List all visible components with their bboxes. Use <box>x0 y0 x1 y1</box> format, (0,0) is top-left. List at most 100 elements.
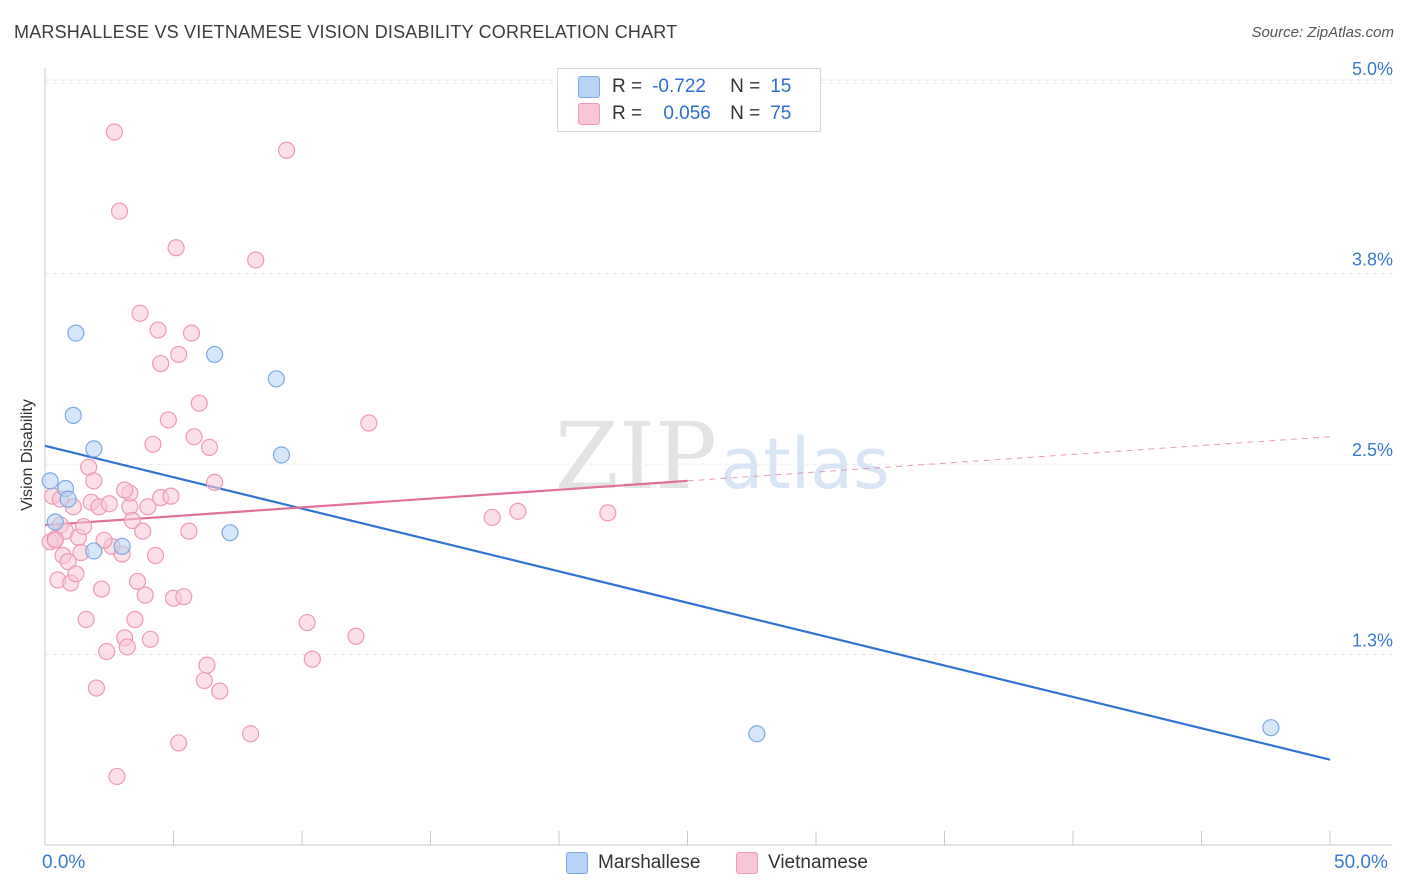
point-vietnamese <box>162 487 180 505</box>
point-vietnamese <box>149 321 167 339</box>
point-marshallese <box>41 472 59 490</box>
point-vietnamese <box>206 473 224 491</box>
marshallese-swatch <box>566 852 588 874</box>
point-vietnamese <box>200 438 219 456</box>
vietnamese-swatch <box>736 852 758 874</box>
point-marshallese <box>1262 719 1280 737</box>
point-marshallese <box>85 542 103 560</box>
chart-title: MARSHALLESE VS VIETNAMESE VISION DISABIL… <box>14 22 678 42</box>
point-vietnamese <box>298 613 316 632</box>
point-vietnamese <box>152 354 170 373</box>
point-vietnamese <box>277 141 296 159</box>
point-vietnamese <box>95 531 113 549</box>
y-tick-label: 2.5% <box>1352 440 1393 460</box>
point-vietnamese <box>167 239 185 257</box>
data-points <box>41 123 1280 786</box>
point-marshallese <box>67 324 85 342</box>
point-marshallese <box>221 524 239 542</box>
point-vietnamese <box>599 504 617 522</box>
legend-n-value: 15 <box>770 76 792 97</box>
legend-item-vietnamese[interactable]: Vietnamese <box>736 852 868 874</box>
point-vietnamese <box>116 481 134 499</box>
legend-item-marshallese[interactable]: Marshallese <box>566 852 700 874</box>
point-vietnamese <box>170 345 188 364</box>
point-vietnamese <box>242 725 260 743</box>
point-vietnamese <box>347 627 365 645</box>
trendlines <box>44 436 1331 761</box>
y-tick-label: 1.3% <box>1352 631 1393 651</box>
point-vietnamese <box>136 586 154 604</box>
point-marshallese <box>59 490 77 508</box>
point-vietnamese <box>77 610 95 629</box>
point-vietnamese <box>98 642 116 661</box>
point-vietnamese <box>182 324 201 342</box>
watermark: ZIP atlas <box>555 403 890 510</box>
point-vietnamese <box>46 531 64 549</box>
point-vietnamese <box>185 428 203 446</box>
point-vietnamese <box>139 498 157 516</box>
point-vietnamese <box>175 588 193 606</box>
legend-r-label: R = <box>612 76 643 97</box>
point-vietnamese <box>247 251 265 269</box>
point-vietnamese <box>144 435 162 453</box>
source-label: Source: ZipAtlas.com <box>1251 24 1394 41</box>
gridlines <box>45 79 1392 656</box>
point-vietnamese <box>198 656 216 674</box>
point-marshallese <box>85 440 103 458</box>
point-vietnamese <box>180 522 198 540</box>
point-vietnamese <box>134 522 152 540</box>
point-vietnamese <box>118 638 136 656</box>
watermark-zip: ZIP <box>555 403 717 510</box>
point-vietnamese <box>85 472 103 490</box>
trendline-vietnamese <box>44 479 688 527</box>
point-vietnamese <box>100 495 118 513</box>
legend-row-marshallese: R = -0.722 N = 15 <box>578 74 792 100</box>
point-vietnamese <box>509 502 527 520</box>
x-axis-max-label: 50.0% <box>1334 852 1388 873</box>
legend-n-label: N = <box>730 103 761 124</box>
point-vietnamese <box>123 511 141 530</box>
point-marshallese <box>206 345 224 364</box>
point-vietnamese <box>146 546 165 565</box>
y-tick-labels: 1.3% 2.5% 3.8% 5.0% <box>1352 59 1393 650</box>
legend-r-value: 0.056 <box>663 103 711 124</box>
legend-n-label: N = <box>730 76 761 97</box>
point-vietnamese <box>59 553 77 571</box>
point-vietnamese <box>211 682 229 700</box>
legend-r-value: -0.722 <box>652 76 706 97</box>
point-vietnamese <box>110 202 129 220</box>
legend-r-label: R = <box>612 103 643 124</box>
y-tick-label: 3.8% <box>1352 250 1393 270</box>
x-axis-min-label: 0.0% <box>42 852 86 873</box>
point-marshallese <box>748 725 766 743</box>
legend-row-vietnamese: R = 0.056 N = 75 <box>578 101 792 127</box>
point-vietnamese <box>131 304 149 322</box>
point-vietnamese <box>190 394 208 412</box>
trendline-extension-vietnamese <box>687 436 1331 482</box>
marshallese-swatch <box>578 76 600 98</box>
point-vietnamese <box>141 630 159 648</box>
vietnamese-swatch <box>578 103 600 125</box>
point-marshallese <box>113 537 131 555</box>
point-vietnamese <box>159 411 177 429</box>
trendline-marshallese <box>44 444 1331 761</box>
watermark-atlas: atlas <box>720 423 889 505</box>
point-vietnamese <box>126 610 144 629</box>
point-vietnamese <box>92 580 111 598</box>
point-vietnamese <box>87 679 106 697</box>
point-vietnamese <box>170 734 188 752</box>
point-vietnamese <box>483 508 501 527</box>
point-vietnamese <box>303 650 321 668</box>
point-vietnamese <box>128 572 147 591</box>
legend-label: Marshallese <box>598 852 701 873</box>
point-vietnamese <box>108 767 126 786</box>
legend-label: Vietnamese <box>768 852 868 873</box>
point-vietnamese <box>195 671 213 690</box>
legend-n-value: 75 <box>770 103 792 124</box>
point-marshallese <box>64 406 82 424</box>
axes <box>44 68 1392 846</box>
point-vietnamese <box>67 565 85 583</box>
point-vietnamese <box>105 123 123 141</box>
point-marshallese <box>267 370 285 388</box>
